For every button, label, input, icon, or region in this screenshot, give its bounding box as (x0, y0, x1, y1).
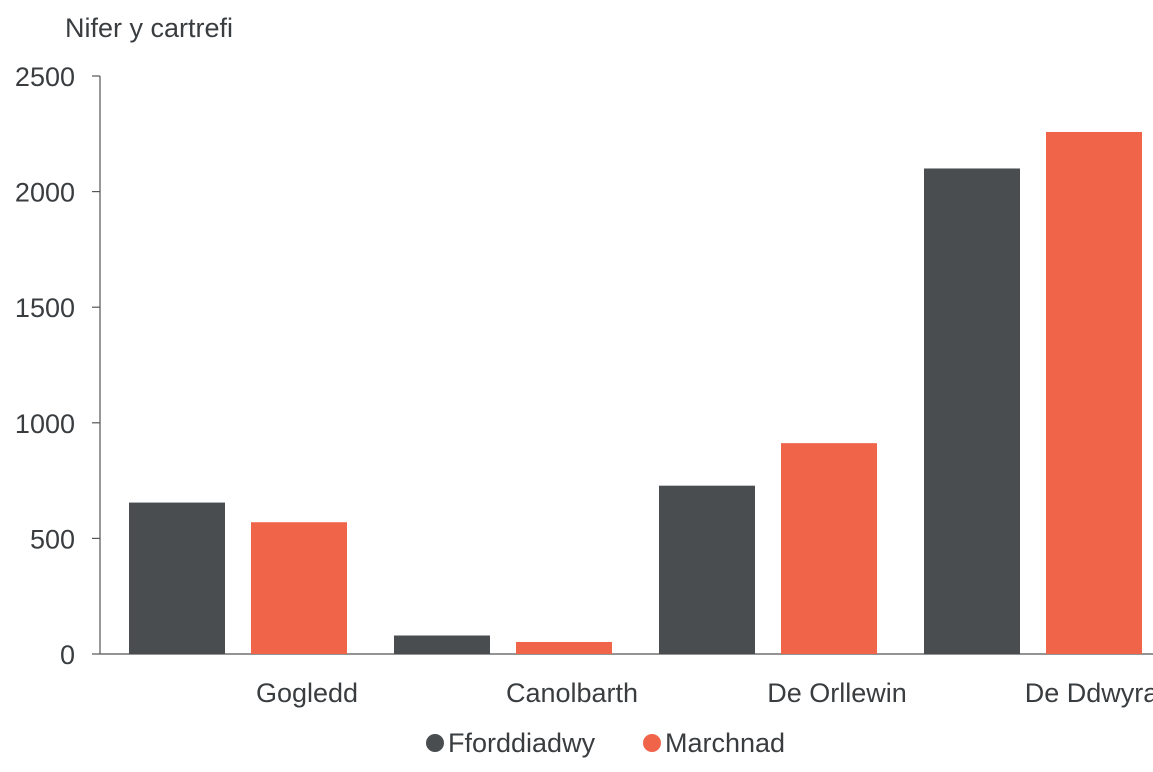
y-tick-label: 1000 (15, 409, 75, 439)
x-category-label: De Ddwyrain (1025, 678, 1153, 708)
bar-fforddiadwy-3 (924, 168, 1020, 655)
y-tick-label: 0 (60, 640, 75, 670)
y-tick-label: 2000 (15, 178, 75, 208)
y-tick-label: 1500 (15, 293, 75, 323)
x-category-label: Gogledd (256, 678, 358, 708)
bar-fforddiadwy-1 (394, 635, 490, 654)
legend-label-marchnad: Marchnad (665, 728, 785, 758)
x-category-label: Canolbarth (506, 678, 638, 708)
legend-label-fforddiadwy: Fforddiadwy (448, 728, 596, 758)
y-tick-label: 2500 (15, 62, 75, 92)
bar-marchnad-1 (516, 641, 612, 654)
legend-swatch-marchnad (643, 734, 661, 752)
bar-fforddiadwy-0 (129, 502, 225, 654)
bar-marchnad-0 (251, 522, 347, 654)
x-axis-categories: Gogledd Canolbarth De Orllewin De Ddwyrain (256, 678, 1153, 708)
legend-swatch-fforddiadwy (426, 734, 444, 752)
y-tick-label: 500 (30, 524, 75, 554)
bar-fforddiadwy-2 (659, 485, 755, 654)
legend: Fforddiadwy Marchnad (426, 728, 785, 758)
bar-marchnad-3 (1046, 131, 1142, 655)
x-category-label: De Orllewin (767, 678, 907, 708)
bars (129, 131, 1142, 655)
y-axis-ticks: 0 500 1000 1500 2000 2500 (15, 62, 100, 670)
y-axis-title: Nifer y cartrefi (65, 13, 233, 43)
bar-marchnad-2 (781, 443, 877, 654)
